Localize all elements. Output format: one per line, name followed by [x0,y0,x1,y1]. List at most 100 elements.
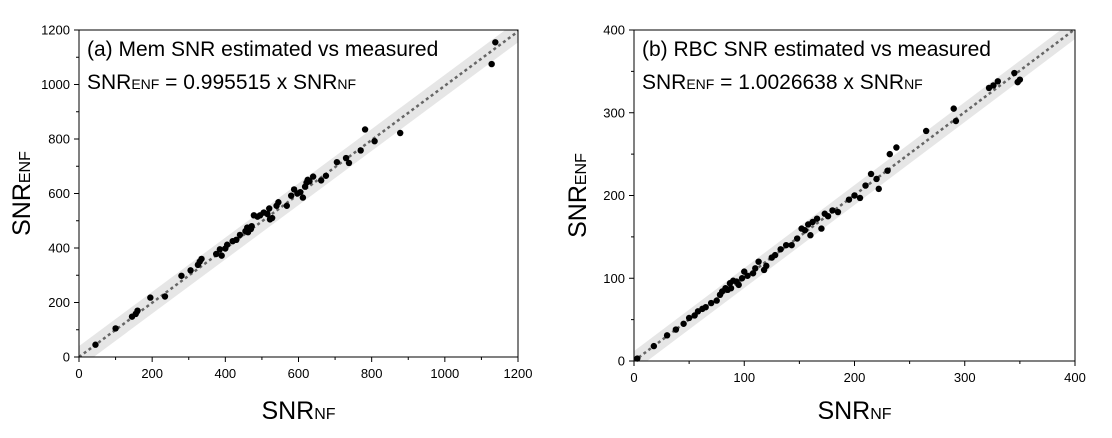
data-point [236,231,244,239]
x-tick-label: 300 [954,370,976,385]
x-tick-label: 1200 [504,366,533,381]
data-point [112,325,119,332]
data-point [268,214,276,222]
data-point [752,265,759,272]
data-point [266,205,273,212]
data-point [873,175,880,183]
equation-rhs-sub: NF [904,76,923,92]
data-point [801,227,809,234]
y-tick-label: 800 [48,132,70,147]
data-point [763,262,770,270]
data-point [223,241,231,248]
chart-panel-b: 0 100 200 300 400 0 100 200 300 400 (b) RBC SNR es… [564,23,1086,426]
data-point [287,192,295,199]
y-axis-title: SNRENF [564,153,592,238]
data-point [283,202,290,209]
data-point [488,60,495,68]
data-point [834,208,842,216]
data-point [893,144,900,151]
regression-equation: SNRENF = 1.0026638 x SNRNF [642,71,923,94]
equation-rhs-main: SNR [860,71,904,94]
data-point [357,147,364,154]
data-point [777,246,784,253]
data-point [809,218,816,226]
data-point [333,158,341,166]
regression-equation: SNRENF = 0.995515 x SNRNF [87,71,356,94]
x-tick-label: 600 [288,366,310,381]
y-tick-label: 1000 [41,77,70,92]
x-axis-title: SNRNF [261,397,335,425]
data-point [198,255,205,263]
y-axis-title-main: SNR [8,183,36,236]
data-point [317,177,325,184]
y-tick-label: 600 [48,186,70,201]
data-point [663,332,671,339]
data-point [147,294,154,301]
data-point [875,185,882,193]
data-point [755,258,762,265]
x-tick-label: 0 [630,370,637,385]
x-axis-title-main: SNR [261,397,314,425]
chart-panel-a: 0 200 400 600 800 1000 1200 0 200 400 600 800 1000 12… [8,23,533,426]
data-point [322,172,330,179]
y-tick-label: 200 [48,295,70,310]
data-point [990,82,997,89]
data-point [788,241,795,249]
x-axis-title: SNRNF [817,397,891,425]
data-point [275,199,282,206]
data-point [216,246,224,253]
x-axis-title-sub: NF [314,406,336,423]
data-point [793,235,801,242]
data-point [233,236,240,244]
data-point [749,270,757,277]
equation-lhs-main: SNR [87,71,131,94]
data-point [309,173,317,180]
data-point [178,272,185,279]
x-tick-label: 200 [141,366,163,381]
data-point [744,272,751,279]
panel-title: (a) Mem SNR estimated vs measured [87,38,438,61]
data-point [818,225,825,232]
data-point [306,178,313,185]
data-point [680,320,687,327]
data-point [342,154,350,162]
data-point [707,299,715,307]
data-point [738,275,746,282]
data-point [886,150,893,158]
data-point [1016,76,1024,83]
x-axis-title-main: SNR [817,397,870,425]
data-point [713,297,720,304]
data-point [867,170,875,178]
y-tick-label: 400 [603,23,625,38]
equation-lhs-sub: ENF [686,76,714,92]
data-point [702,304,709,311]
equation-rhs-main: SNR [293,71,337,94]
data-point [212,250,220,258]
y-tick-label: 1200 [41,23,70,38]
y-axis-title-main: SNR [564,185,592,238]
data-point [672,326,680,333]
x-tick-label: 200 [844,370,866,385]
data-point [264,210,271,218]
data-point [299,194,307,201]
data-point [1011,69,1018,77]
equation-lhs-sub: ENF [131,76,159,92]
data-point [922,127,930,135]
data-point [950,105,957,112]
x-axis-title-sub: NF [870,406,892,423]
y-tick-label: 0 [63,350,70,365]
data-point [771,251,779,259]
data-point [650,342,658,350]
data-point [361,126,369,133]
data-point [782,241,790,249]
data-point [813,215,821,222]
data-point [218,252,225,259]
data-point [994,78,1002,85]
data-point [884,167,891,174]
x-tick-label: 1000 [430,366,459,381]
data-point [634,355,641,362]
y-axis-title-sub: ENF [17,151,34,183]
data-point [187,267,194,274]
data-point [727,284,735,292]
equation-middle: = 0.995515 x [159,71,293,94]
